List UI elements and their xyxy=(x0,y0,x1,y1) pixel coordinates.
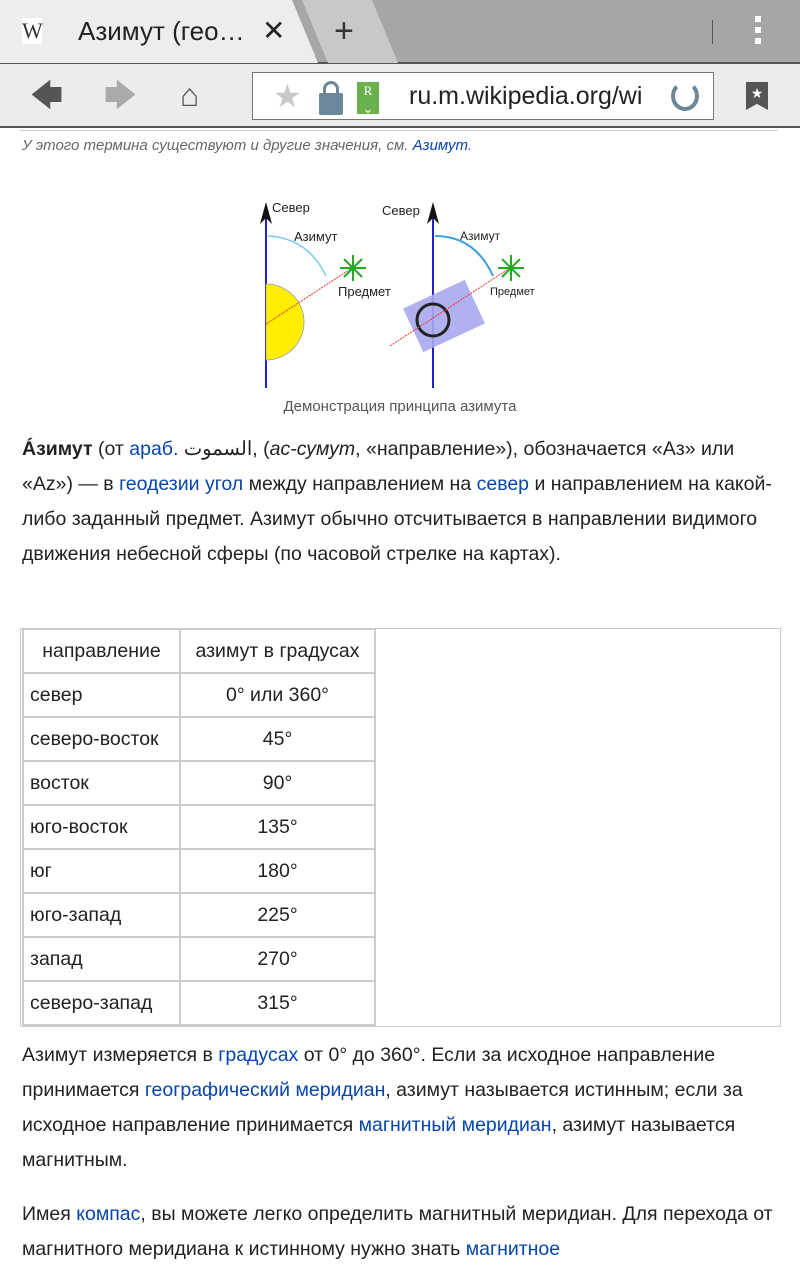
table-row: север 0° или 360° xyxy=(22,672,376,718)
table-container xyxy=(20,628,781,1027)
azimuth-cell: 315° xyxy=(179,980,376,1026)
link-compass[interactable]: компас xyxy=(76,1203,141,1225)
link-magnetic-declination[interactable]: магнитное xyxy=(465,1238,561,1260)
north-label-left: Север xyxy=(272,200,310,215)
link-magnetic-meridian[interactable]: магнитный меридиан xyxy=(358,1114,552,1136)
azimuth-cell: 225° xyxy=(179,892,376,938)
text: Имея xyxy=(22,1203,77,1225)
object-label-right: Предмет xyxy=(490,286,535,298)
text: , «направление»), обозначается «Аз» или … xyxy=(22,438,735,495)
toolbar: 🡄 🡆 ⌂ ★ R ⌄ ru.m.wikipedia.org/wi ★ xyxy=(0,64,800,128)
table-row: северо-восток 45° xyxy=(22,716,376,762)
hatnote-dot: . xyxy=(467,137,473,154)
azimuth-cell: 270° xyxy=(179,936,376,982)
table-row: юго-восток 135° xyxy=(22,804,376,850)
tab-close-button[interactable]: ✕ xyxy=(262,15,286,46)
star-icon[interactable]: ★ xyxy=(273,78,302,114)
tab-active[interactable] xyxy=(0,0,318,63)
transliteration: ас-сумут xyxy=(269,438,356,460)
bookmarks-icon[interactable]: ★ xyxy=(746,82,768,110)
azimuth-table: направление азимут в градусах север 0° или… xyxy=(22,628,376,1026)
wikipedia-favicon-icon: W xyxy=(22,18,43,44)
direction-cell: север xyxy=(22,672,181,718)
azimuth-diagram[interactable]: Север Азимут Предмет Север Азимут Предме… xyxy=(250,196,550,394)
back-icon[interactable]: 🡄 xyxy=(30,77,64,113)
divider xyxy=(20,130,778,131)
table-row: восток 90° xyxy=(22,760,376,806)
text: и направлением на какой-либо заданный пр… xyxy=(22,473,772,565)
lock-icon xyxy=(319,81,343,115)
azimuth-cell: 180° xyxy=(179,848,376,894)
header-cell: азимут в градусах xyxy=(179,628,376,674)
forward-icon[interactable]: 🡆 xyxy=(104,77,138,113)
direction-cell: северо-запад xyxy=(22,980,181,1026)
figure-caption: Демонстрация принципа азимута xyxy=(283,398,517,415)
azimuth-label-left: Азимут xyxy=(294,229,337,244)
direction-cell: северо-восток xyxy=(22,716,181,762)
direction-cell: восток xyxy=(22,760,181,806)
hatnote-text: У этого термина существуют и другие знач… xyxy=(22,137,413,154)
link-arab[interactable]: араб. xyxy=(129,438,179,460)
link-north[interactable]: север xyxy=(476,473,530,495)
text: между направлением на xyxy=(243,473,477,495)
reload-icon[interactable] xyxy=(671,81,699,111)
table-row: запад 270° xyxy=(22,936,376,982)
link-degrees[interactable]: градусах xyxy=(218,1044,299,1066)
text: , азимут называется истинным; если за ис… xyxy=(22,1079,743,1136)
term-bold: Áзимут xyxy=(22,438,93,460)
paragraph-compass: Имея компас, вы можете легко определить … xyxy=(22,1197,782,1267)
plus-icon[interactable]: + xyxy=(334,12,354,50)
home-icon[interactable]: ⌂ xyxy=(180,77,200,113)
menu-icon[interactable] xyxy=(755,16,763,49)
table-row: юго-запад 225° xyxy=(22,892,376,938)
text: , азимут называется магнитным. xyxy=(22,1114,736,1171)
text: (от xyxy=(92,438,130,460)
reader-extension-icon[interactable]: R ⌄ xyxy=(357,82,379,116)
text: Азимут измеряется в xyxy=(22,1044,219,1066)
north-label-right: Север xyxy=(382,203,420,218)
azimuth-cell: 90° xyxy=(179,760,376,806)
azimuth-cell: 135° xyxy=(179,804,376,850)
direction-cell: юго-восток xyxy=(22,804,181,850)
link-geographic-meridian[interactable]: географический меридиан xyxy=(144,1079,386,1101)
text: السموت, ( xyxy=(178,438,270,460)
direction-cell: запад xyxy=(22,936,181,982)
reader-letter: R xyxy=(363,83,373,98)
divider xyxy=(712,20,713,44)
url-text[interactable]: ru.m.wikipedia.org/wi xyxy=(409,82,643,110)
azimuth-cell: 0° или 360° xyxy=(179,672,376,718)
direction-cell: юг xyxy=(22,848,181,894)
link-angle[interactable]: угол xyxy=(204,473,244,495)
header-cell: направление xyxy=(22,628,181,674)
azimuth-label-right: Азимут xyxy=(460,229,501,243)
paragraph-measure: Азимут измеряется в градусах от 0° до 36… xyxy=(22,1038,782,1178)
object-label-left: Предмет xyxy=(338,284,391,299)
direction-cell: юго-запад xyxy=(22,892,181,938)
tab-strip: W Азимут (гео… ✕ + xyxy=(0,0,800,64)
hatnote: У этого термина существуют и другие знач… xyxy=(22,137,472,154)
text: , вы можете легко определить магнитный м… xyxy=(22,1203,773,1260)
tab-title[interactable]: Азимут (гео… xyxy=(78,16,245,46)
table-row: северо-запад 315° xyxy=(22,980,376,1026)
table-header-row: направление азимут в градусах xyxy=(22,628,376,674)
azimuth-cell: 45° xyxy=(179,716,376,762)
link-geodesy[interactable]: геодезии xyxy=(119,473,200,495)
address-bar[interactable]: ★ R ⌄ ru.m.wikipedia.org/wi xyxy=(252,72,714,120)
text: от 0° до 360°. Если за исходное направле… xyxy=(22,1044,716,1101)
table-row: юг 180° xyxy=(22,848,376,894)
intro-paragraph: Áзимут (от араб. السموت, (ас-сумут, «нап… xyxy=(22,432,782,572)
hatnote-link[interactable]: Азимут xyxy=(412,137,468,154)
